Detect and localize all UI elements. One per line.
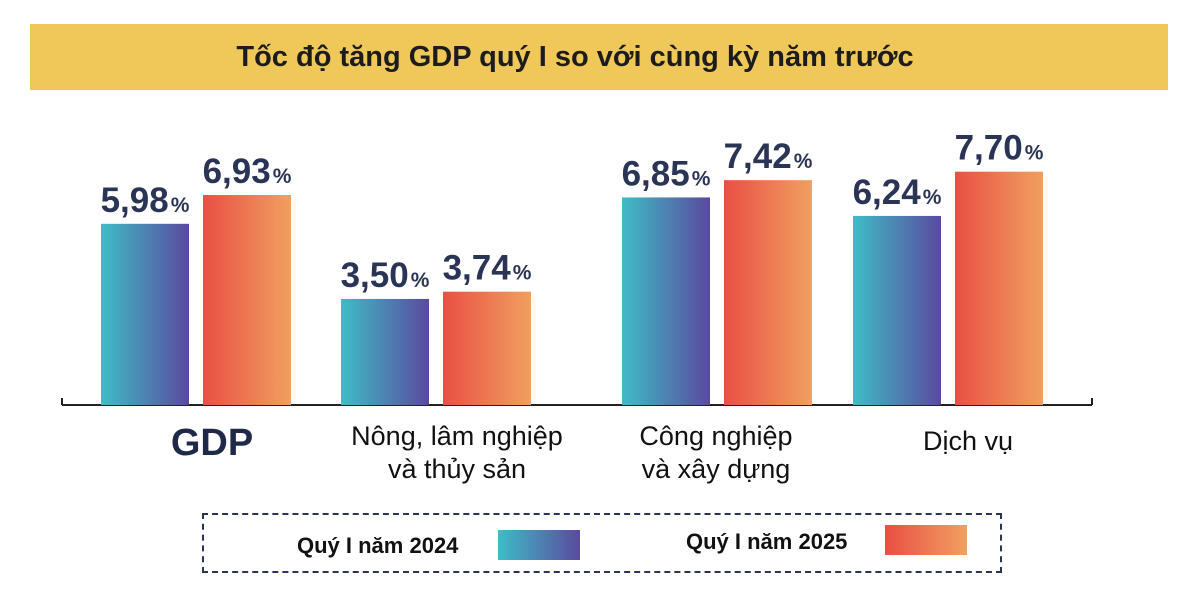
bar-2024-3 [853, 215, 941, 405]
category-label-0-0: GDP [171, 422, 253, 464]
category-label-1-1: và thủy sản [388, 454, 526, 484]
bar-2025-0 [203, 195, 291, 405]
bar-2025-2 [724, 180, 812, 405]
data-label-2024-3: 6,24% [853, 173, 942, 212]
legend-label-2025: Quý I năm 2025 [686, 529, 848, 554]
chart-title: Tốc độ tăng GDP quý I so với cùng kỳ năm… [236, 41, 914, 73]
data-label-2024-0: 5,98% [101, 181, 190, 220]
category-label-3-0: Dịch vụ [923, 426, 1013, 456]
legend-swatch-2024 [498, 530, 580, 560]
data-label-2025-0: 6,93% [203, 152, 292, 191]
bar-2024-0 [101, 223, 189, 405]
data-label-2025-1: 3,74% [443, 249, 532, 288]
category-label-2-1: và xây dựng [642, 454, 791, 484]
bar-2025-3 [955, 171, 1043, 405]
category-label-1-0: Nông, lâm nghiệp [351, 421, 563, 451]
bar-2024-1 [341, 298, 429, 405]
title-band: Tốc độ tăng GDP quý I so với cùng kỳ năm… [30, 24, 1168, 90]
legend-swatch-2025 [885, 525, 967, 555]
category-label-2-0: Công nghiệp [639, 421, 792, 451]
data-label-2024-1: 3,50% [341, 256, 430, 295]
bar-2024-2 [622, 197, 710, 405]
data-label-2024-2: 6,85% [622, 154, 711, 193]
data-label-2025-3: 7,70% [955, 129, 1044, 168]
bar-chart: 5,98% 3,50% 6,85% 6,24% 6,93% 3,74% 7,42% 7,70%… [61, 129, 1093, 484]
legend-label-2024: Quý I năm 2024 [297, 533, 459, 558]
data-label-2025-2: 7,42% [724, 137, 813, 176]
legend: Quý I năm 2024 Quý I năm 2025 [202, 513, 1002, 573]
bar-2025-1 [443, 291, 531, 405]
